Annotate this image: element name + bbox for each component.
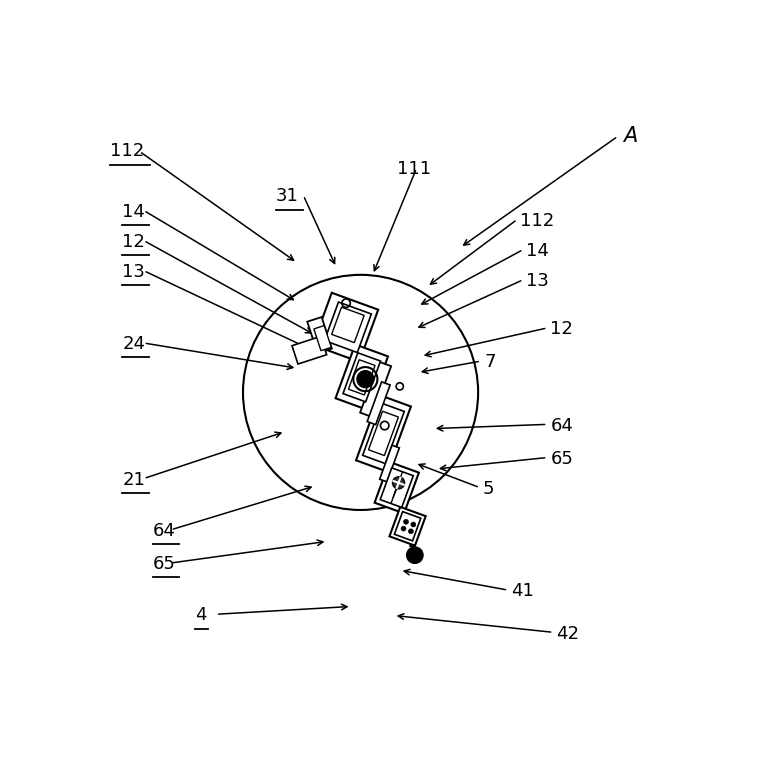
Polygon shape (314, 326, 332, 351)
Polygon shape (389, 507, 426, 546)
Text: A: A (622, 126, 637, 146)
Circle shape (409, 529, 413, 534)
Text: 4: 4 (195, 607, 206, 625)
Polygon shape (360, 362, 391, 417)
Polygon shape (349, 359, 375, 395)
Circle shape (407, 547, 423, 563)
Text: 31: 31 (276, 187, 299, 205)
Polygon shape (292, 337, 327, 364)
Polygon shape (335, 345, 388, 410)
Circle shape (401, 526, 406, 531)
Polygon shape (374, 462, 419, 514)
Polygon shape (367, 382, 390, 424)
Text: 41: 41 (511, 583, 534, 601)
Circle shape (403, 519, 409, 525)
Circle shape (411, 522, 416, 527)
Polygon shape (363, 403, 404, 464)
Text: 21: 21 (122, 471, 145, 489)
Text: 64: 64 (153, 522, 176, 540)
Text: 13: 13 (526, 272, 549, 290)
Polygon shape (380, 468, 413, 507)
Polygon shape (332, 307, 364, 343)
Polygon shape (313, 293, 378, 362)
Polygon shape (380, 446, 399, 482)
Circle shape (357, 370, 374, 388)
Text: 5: 5 (483, 480, 495, 498)
Text: 112: 112 (110, 143, 144, 161)
Text: 65: 65 (551, 449, 573, 467)
Text: 14: 14 (122, 203, 145, 221)
Text: 13: 13 (122, 263, 145, 281)
Text: 111: 111 (397, 161, 431, 179)
Text: 24: 24 (122, 335, 145, 353)
Polygon shape (307, 317, 332, 353)
Polygon shape (324, 302, 371, 352)
Polygon shape (343, 353, 381, 402)
Circle shape (392, 477, 405, 489)
Polygon shape (368, 411, 399, 456)
Text: 14: 14 (526, 242, 549, 260)
Text: 12: 12 (551, 320, 573, 338)
Text: 12: 12 (122, 233, 145, 251)
Text: 64: 64 (551, 417, 573, 435)
Text: 7: 7 (484, 353, 495, 371)
Text: 42: 42 (556, 625, 580, 643)
Text: 112: 112 (520, 211, 555, 229)
Polygon shape (395, 511, 420, 541)
Text: 65: 65 (153, 555, 176, 573)
Polygon shape (356, 395, 411, 471)
